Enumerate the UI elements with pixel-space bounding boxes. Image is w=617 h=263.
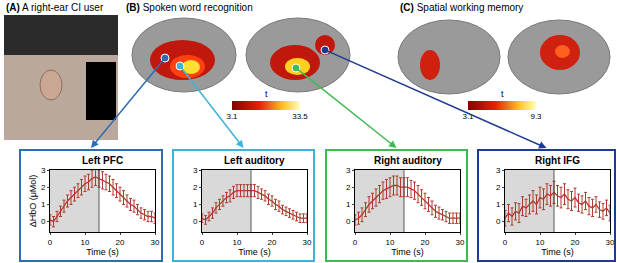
svg-text:(C) Spatial working memory: (C) Spatial working memory: [400, 2, 523, 13]
svg-text:10: 10: [536, 238, 545, 247]
svg-text:0: 0: [48, 238, 53, 247]
svg-text:t: t: [265, 89, 268, 99]
svg-text:10: 10: [386, 238, 395, 247]
svg-text:0: 0: [503, 238, 508, 247]
svg-text:30: 30: [606, 238, 615, 247]
svg-text:3: 3: [496, 166, 501, 175]
svg-text:0: 0: [193, 217, 198, 226]
svg-text:1: 1: [496, 200, 501, 209]
svg-text:Time (s): Time (s): [86, 247, 119, 257]
svg-text:3: 3: [193, 166, 198, 175]
svg-text:2: 2: [346, 183, 351, 192]
svg-text:ΔHbO (μMol): ΔHbO (μMol): [28, 175, 38, 228]
svg-text:1: 1: [41, 200, 46, 209]
svg-text:0: 0: [346, 217, 351, 226]
svg-text:9.3: 9.3: [530, 112, 542, 121]
svg-text:33.5: 33.5: [292, 112, 308, 121]
svg-text:3: 3: [346, 166, 351, 175]
svg-text:Time (s): Time (s): [541, 247, 574, 257]
svg-text:0: 0: [41, 217, 46, 226]
svg-text:Left auditory: Left auditory: [224, 155, 285, 166]
svg-text:3.1: 3.1: [462, 112, 474, 121]
svg-text:20: 20: [421, 238, 430, 247]
svg-text:0: 0: [200, 238, 205, 247]
svg-text:20: 20: [116, 238, 125, 247]
svg-text:Left PFC: Left PFC: [82, 155, 123, 166]
svg-text:30: 30: [456, 238, 465, 247]
svg-text:3: 3: [41, 166, 46, 175]
svg-text:3.1: 3.1: [226, 112, 238, 121]
svg-text:(B) Spoken word recognition: (B) Spoken word recognition: [126, 2, 253, 13]
svg-text:2: 2: [193, 183, 198, 192]
svg-text:20: 20: [268, 238, 277, 247]
svg-text:30: 30: [303, 238, 312, 247]
svg-text:30: 30: [151, 238, 160, 247]
svg-text:2: 2: [496, 183, 501, 192]
svg-text:Time (s): Time (s): [391, 247, 424, 257]
svg-text:0: 0: [353, 238, 358, 247]
svg-text:0: 0: [496, 217, 501, 226]
svg-text:10: 10: [233, 238, 242, 247]
svg-text:20: 20: [571, 238, 580, 247]
svg-text:Time (s): Time (s): [238, 247, 271, 257]
svg-text:1: 1: [346, 200, 351, 209]
svg-text:Right IFG: Right IFG: [535, 155, 580, 166]
svg-text:1: 1: [193, 200, 198, 209]
svg-text:(A) A right-ear CI user: (A) A right-ear CI user: [6, 2, 104, 13]
svg-text:2: 2: [41, 183, 46, 192]
svg-text:10: 10: [81, 238, 90, 247]
svg-text:Right auditory: Right auditory: [374, 155, 442, 166]
svg-text:t: t: [501, 89, 504, 99]
